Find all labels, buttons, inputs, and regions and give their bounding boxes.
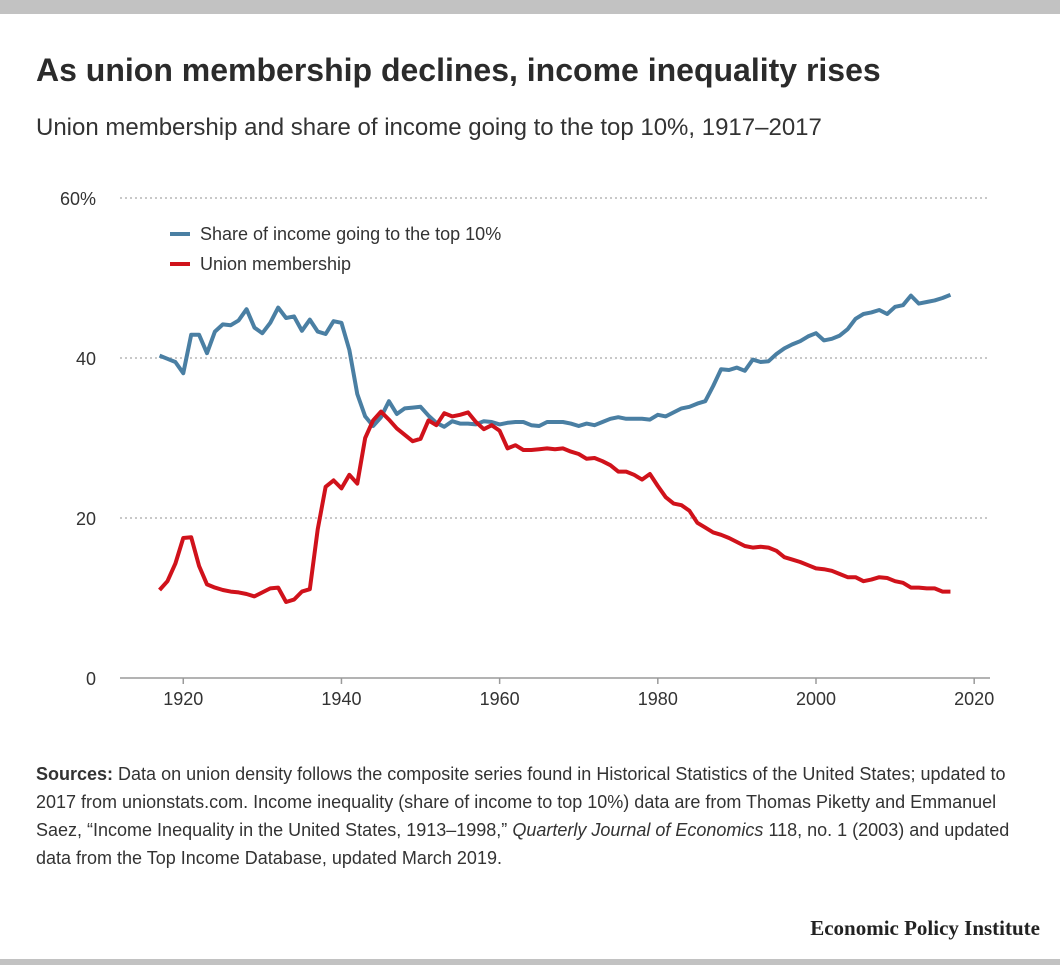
y-tick-label: 40 bbox=[76, 349, 96, 369]
journal-name: Quarterly Journal of Economics bbox=[512, 820, 764, 840]
y-tick-label: 20 bbox=[76, 509, 96, 529]
x-tick-label: 2000 bbox=[796, 689, 836, 709]
sources-label: Sources: bbox=[36, 764, 114, 784]
legend-label: Union membership bbox=[200, 254, 351, 274]
sources-text: 118, no. 1 (2003) and updated data from … bbox=[36, 820, 1010, 868]
x-tick-label: 1940 bbox=[321, 689, 361, 709]
credit: Economic Policy Institute bbox=[810, 916, 1040, 940]
series-line bbox=[158, 292, 952, 429]
x-tick-label: 1960 bbox=[480, 689, 520, 709]
chart: 0 20 40 60% 1920 1940 1960 1980 2000 2020 Share of… bbox=[60, 189, 994, 709]
y-tick-label: 60% bbox=[60, 189, 96, 209]
sources-note: Sources: Data on union density follows t… bbox=[36, 760, 1031, 872]
x-tick-label: 2020 bbox=[954, 689, 994, 709]
top-border bbox=[0, 0, 1060, 14]
series-line bbox=[158, 409, 951, 604]
y-tick-label: 0 bbox=[86, 669, 96, 689]
x-tick-label: 1980 bbox=[638, 689, 678, 709]
chart-title: As union membership declines, income ine… bbox=[36, 52, 881, 88]
bottom-border bbox=[0, 959, 1060, 965]
chart-subtitle: Union membership and share of income goi… bbox=[36, 114, 822, 141]
sources-text: Data on union density follows the compos… bbox=[36, 764, 1006, 840]
x-tick-label: 1920 bbox=[163, 689, 203, 709]
legend-label: Share of income going to the top 10% bbox=[200, 224, 501, 244]
